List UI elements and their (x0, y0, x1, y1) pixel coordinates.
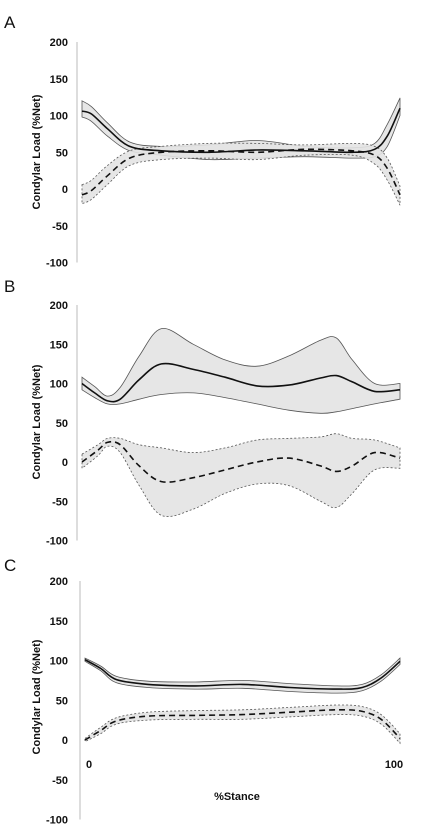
panel-a: A Condylar Load (%Net) 200 150 100 50 0 -50 -1… (4, 13, 401, 270)
panel-c-ytick-label: -100 (46, 815, 68, 827)
panel-b-mean-line-dashed (81, 440, 401, 483)
panel-c: C Condylar Load (%Net) 200 150 100 50 0 -50 -1… (4, 556, 403, 827)
panel-b-yticks: 200 150 100 50 0 -50 -100 (46, 300, 68, 548)
panel-c-xticks: 0 100 (86, 759, 403, 771)
panel-c-xlabel: %Stance (214, 791, 260, 803)
panel-a-lines (81, 107, 401, 196)
panel-c-band-dashed (84, 704, 401, 745)
panel-c-bands (84, 657, 401, 745)
panel-c-mean-line-dashed (84, 708, 401, 741)
panel-b-bands (81, 328, 401, 517)
panel-b-ytick-label: 50 (56, 418, 68, 430)
panel-b-band-solid (81, 328, 401, 414)
panel-c-yticks: 200 150 100 50 0 -50 -100 (46, 576, 68, 827)
panel-b-ytick-label: 200 (50, 300, 68, 312)
panel-a-mean-line-dashed (81, 148, 401, 196)
panel-c-ytick-label: 50 (56, 695, 68, 707)
panel-a-band-dashed (81, 142, 401, 206)
panel-b: B Condylar Load (%Net) 200 150 100 50 0 -50 -1… (4, 277, 401, 548)
panel-c-xtick-label: 0 (86, 759, 92, 771)
panel-a-ytick-label: -50 (52, 221, 68, 233)
panel-a-letter: A (4, 13, 16, 32)
panel-c-ytick-label: 200 (50, 576, 68, 588)
panel-a-ytick-label: 150 (50, 74, 68, 86)
panel-a-ytick-label: -100 (46, 258, 68, 270)
panel-c-ytick-label: -50 (52, 775, 68, 787)
panel-a-ylabel: Condylar Load (%Net) (31, 94, 43, 209)
panel-a-ytick-label: 200 (50, 37, 68, 49)
panel-c-xtick-label: 100 (385, 759, 403, 771)
panel-c-ytick-label: 100 (50, 656, 68, 668)
panel-a-ytick-label: 100 (50, 111, 68, 123)
panel-a-yticks: 200 150 100 50 0 -50 -100 (46, 37, 68, 270)
panel-b-ytick-label: 0 (62, 457, 68, 469)
panel-b-letter: B (4, 277, 15, 296)
panel-a-ytick-label: 0 (62, 184, 68, 196)
panel-a-ytick-label: 50 (56, 147, 68, 159)
panel-b-ytick-label: -100 (46, 536, 68, 548)
panel-b-ytick-label: 150 (50, 339, 68, 351)
panel-c-lines (84, 659, 401, 741)
panel-b-ytick-label: 100 (50, 379, 68, 391)
panel-c-ytick-label: 150 (50, 616, 68, 628)
panel-b-ylabel: Condylar Load (%Net) (31, 364, 43, 479)
panel-b-ytick-label: -50 (52, 496, 68, 508)
panel-c-ylabel: Condylar Load (%Net) (31, 639, 43, 754)
panel-c-mean-line-solid (84, 659, 401, 690)
panel-c-letter: C (4, 556, 16, 575)
panel-b-mean-line-solid (81, 362, 401, 403)
panel-c-ytick-label: 0 (62, 735, 68, 747)
panel-b-band-dashed (81, 433, 401, 517)
panel-b-lines (81, 362, 401, 483)
panel-c-band-solid (84, 657, 401, 694)
